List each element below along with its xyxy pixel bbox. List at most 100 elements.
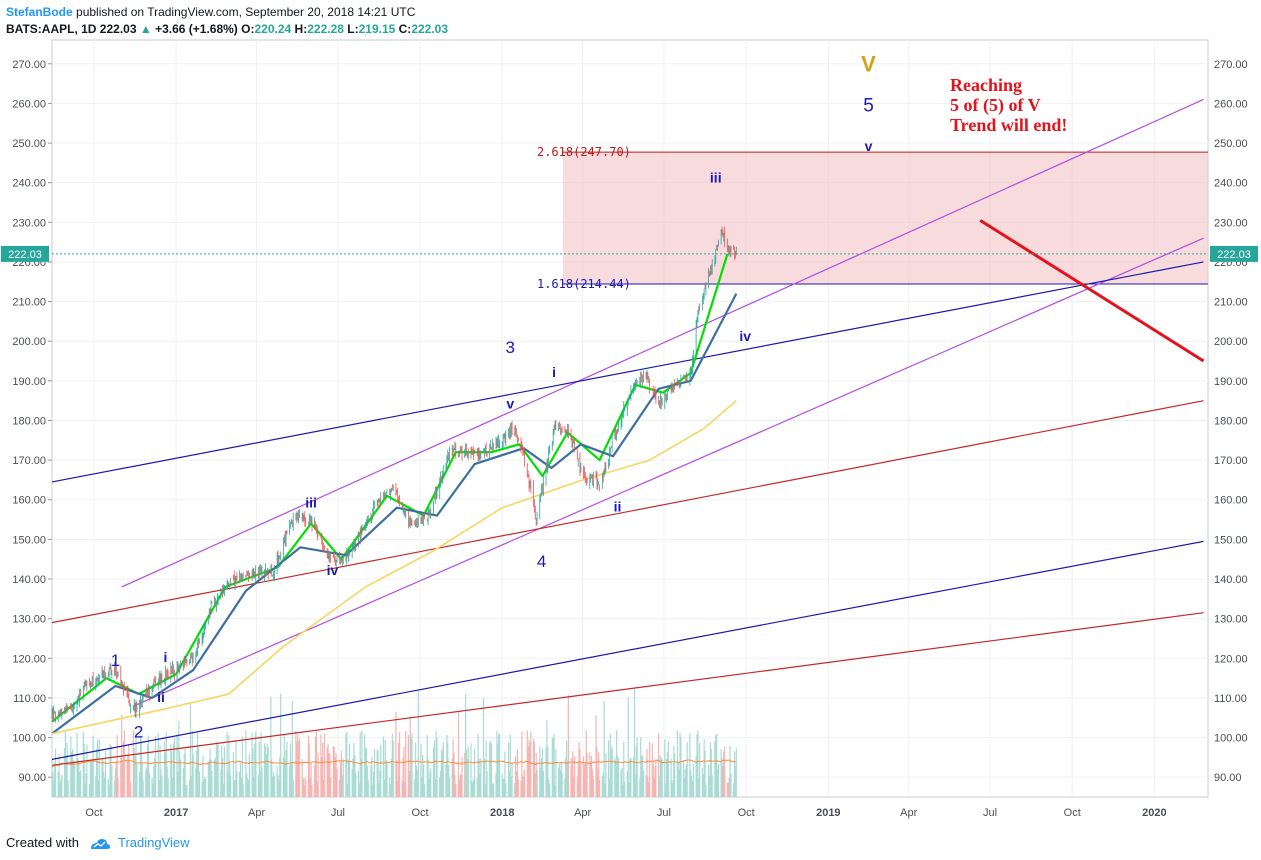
volume-bar	[446, 735, 448, 797]
volume-bar	[433, 740, 435, 797]
channel-lines[interactable]	[51, 98, 1205, 766]
volume-bar	[477, 733, 479, 797]
volume-bar	[197, 732, 199, 797]
high-value: 222.28	[307, 22, 344, 36]
x-tick-label: Apr	[900, 807, 917, 819]
volume-bar	[233, 779, 235, 797]
volume-bar	[189, 703, 192, 797]
volume-bar	[595, 715, 597, 797]
volume-bar	[416, 770, 418, 797]
volume-bar	[234, 780, 236, 797]
volume-bar	[221, 745, 223, 797]
volume-bar	[63, 748, 66, 797]
volume-bar	[651, 743, 653, 797]
volume-bar	[492, 783, 494, 797]
wave-label: V	[861, 52, 876, 77]
volume-bar	[497, 743, 499, 797]
volume-bar	[340, 750, 343, 797]
volume-bar	[328, 753, 330, 797]
volume-bar	[310, 763, 312, 797]
volume-bar	[358, 783, 360, 797]
volume-bar	[323, 733, 326, 797]
volume-bar	[134, 755, 136, 797]
author-name[interactable]: StefanBode	[6, 5, 73, 19]
volume-bar	[190, 775, 192, 797]
volume-bar	[440, 770, 442, 797]
volume-bar	[454, 775, 456, 797]
symbol-name: BATS:AAPL, 1D	[6, 22, 97, 36]
volume-bar	[646, 748, 648, 797]
volume-bar	[670, 758, 672, 797]
volume-bar	[451, 758, 453, 797]
volume-bar	[542, 770, 544, 797]
volume-bar	[420, 744, 422, 797]
volume-bar	[435, 731, 437, 797]
volume-bar	[96, 739, 99, 797]
price-tag-left	[1, 245, 49, 262]
volume-bar	[251, 732, 253, 797]
volume-bar	[122, 741, 125, 797]
volume-bar	[711, 775, 713, 797]
volume-bar	[360, 758, 362, 797]
volume-bar	[76, 732, 78, 797]
volume-bar	[609, 734, 611, 797]
volume-bar	[441, 748, 443, 797]
volume-bar	[352, 758, 354, 797]
volume-bar	[652, 763, 654, 797]
volume-bar	[210, 759, 212, 797]
volume-bar	[554, 784, 556, 797]
volume-bar	[721, 757, 723, 797]
volume-bar	[396, 759, 398, 797]
y-tick-label-left: 250.00	[12, 138, 46, 150]
volume-bar	[647, 776, 649, 797]
volume-bar	[322, 743, 324, 797]
channel-line-navy	[51, 540, 1204, 760]
volume-bar	[535, 753, 537, 797]
volume-bar	[355, 772, 357, 797]
volume-bar	[578, 741, 580, 797]
volume-bar	[347, 759, 350, 797]
volume-bar	[95, 776, 97, 797]
volume-bar	[142, 780, 144, 797]
volume-bar	[78, 760, 80, 797]
volume-bar	[196, 750, 198, 797]
volume-bar	[460, 774, 462, 797]
volume-bar	[228, 735, 230, 797]
volume-bar	[253, 777, 255, 797]
tradingview-brand[interactable]: TradingView	[118, 835, 190, 850]
x-tick-label: 2017	[164, 807, 188, 819]
volume-bar	[265, 754, 268, 797]
volume-bar	[54, 762, 56, 797]
volume-bar	[422, 754, 424, 797]
volume-bar	[408, 771, 410, 797]
channel-line-red	[51, 400, 1204, 624]
volume-bar	[434, 779, 436, 797]
fib-extension[interactable]: 2.618(247.70) 1.618(214.44)	[537, 145, 1208, 291]
volume-bar	[139, 735, 142, 797]
volume-bar	[330, 777, 332, 797]
volume-bar	[503, 778, 505, 797]
volume-bar	[84, 783, 86, 797]
volume-bar	[208, 759, 210, 797]
volume-bar	[279, 756, 281, 797]
volume-bar	[735, 748, 737, 797]
volume-bar	[57, 772, 59, 797]
volume-bar	[135, 732, 137, 797]
volume-bar	[307, 735, 309, 797]
volume-bar	[540, 758, 543, 797]
volume-bar	[648, 782, 650, 797]
volume-bar	[426, 735, 428, 797]
volume-bar	[163, 741, 166, 797]
volume-bar	[373, 771, 375, 797]
volume-bar	[421, 776, 423, 797]
volume-bar	[489, 742, 491, 797]
volume-bar	[197, 747, 200, 797]
tradingview-logo-icon[interactable]	[89, 837, 111, 851]
volume-bar	[589, 752, 591, 797]
volume-bar	[171, 751, 173, 797]
volume-bar	[79, 771, 81, 797]
y-tick-label-left: 140.00	[12, 574, 46, 586]
volume-bar	[641, 755, 643, 797]
wave-label: v	[506, 396, 514, 412]
